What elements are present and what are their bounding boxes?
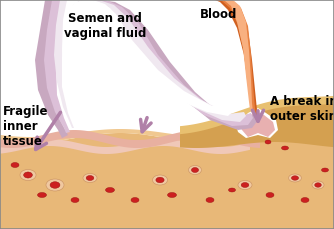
Polygon shape bbox=[44, 0, 253, 133]
Ellipse shape bbox=[11, 163, 19, 167]
Ellipse shape bbox=[301, 197, 309, 202]
Ellipse shape bbox=[71, 197, 79, 202]
Ellipse shape bbox=[206, 197, 214, 202]
Ellipse shape bbox=[238, 180, 252, 190]
Ellipse shape bbox=[228, 188, 235, 192]
Ellipse shape bbox=[289, 174, 302, 182]
Ellipse shape bbox=[322, 168, 329, 172]
Polygon shape bbox=[236, 108, 278, 138]
Ellipse shape bbox=[315, 183, 321, 187]
Ellipse shape bbox=[50, 182, 60, 188]
Ellipse shape bbox=[153, 175, 167, 185]
Ellipse shape bbox=[265, 140, 271, 144]
Polygon shape bbox=[35, 0, 258, 138]
Text: Blood: Blood bbox=[200, 8, 237, 21]
Ellipse shape bbox=[191, 168, 199, 172]
Polygon shape bbox=[0, 140, 334, 229]
Polygon shape bbox=[180, 96, 334, 134]
Polygon shape bbox=[220, 0, 256, 115]
Text: Fragile
inner
tissue: Fragile inner tissue bbox=[3, 105, 48, 148]
Ellipse shape bbox=[156, 177, 164, 183]
Polygon shape bbox=[240, 112, 275, 137]
Text: A break in tough
outer skin: A break in tough outer skin bbox=[270, 95, 334, 123]
Ellipse shape bbox=[167, 193, 176, 197]
Ellipse shape bbox=[131, 197, 139, 202]
Ellipse shape bbox=[20, 169, 36, 180]
Polygon shape bbox=[0, 139, 334, 152]
Polygon shape bbox=[0, 133, 334, 229]
Polygon shape bbox=[0, 130, 260, 148]
Polygon shape bbox=[0, 139, 250, 154]
Polygon shape bbox=[62, 0, 234, 125]
Ellipse shape bbox=[83, 174, 97, 183]
Polygon shape bbox=[180, 101, 334, 148]
Text: Semen and
vaginal fluid: Semen and vaginal fluid bbox=[64, 12, 146, 40]
Ellipse shape bbox=[266, 193, 274, 197]
Ellipse shape bbox=[241, 183, 249, 188]
Ellipse shape bbox=[46, 179, 64, 191]
Ellipse shape bbox=[86, 175, 94, 180]
Polygon shape bbox=[215, 0, 258, 118]
Ellipse shape bbox=[106, 188, 115, 193]
Ellipse shape bbox=[188, 166, 201, 174]
Polygon shape bbox=[54, 0, 246, 128]
Polygon shape bbox=[224, 0, 253, 112]
Ellipse shape bbox=[292, 176, 299, 180]
Polygon shape bbox=[0, 129, 334, 143]
Ellipse shape bbox=[312, 181, 324, 189]
Ellipse shape bbox=[282, 146, 289, 150]
Ellipse shape bbox=[24, 172, 32, 178]
Ellipse shape bbox=[37, 193, 46, 197]
